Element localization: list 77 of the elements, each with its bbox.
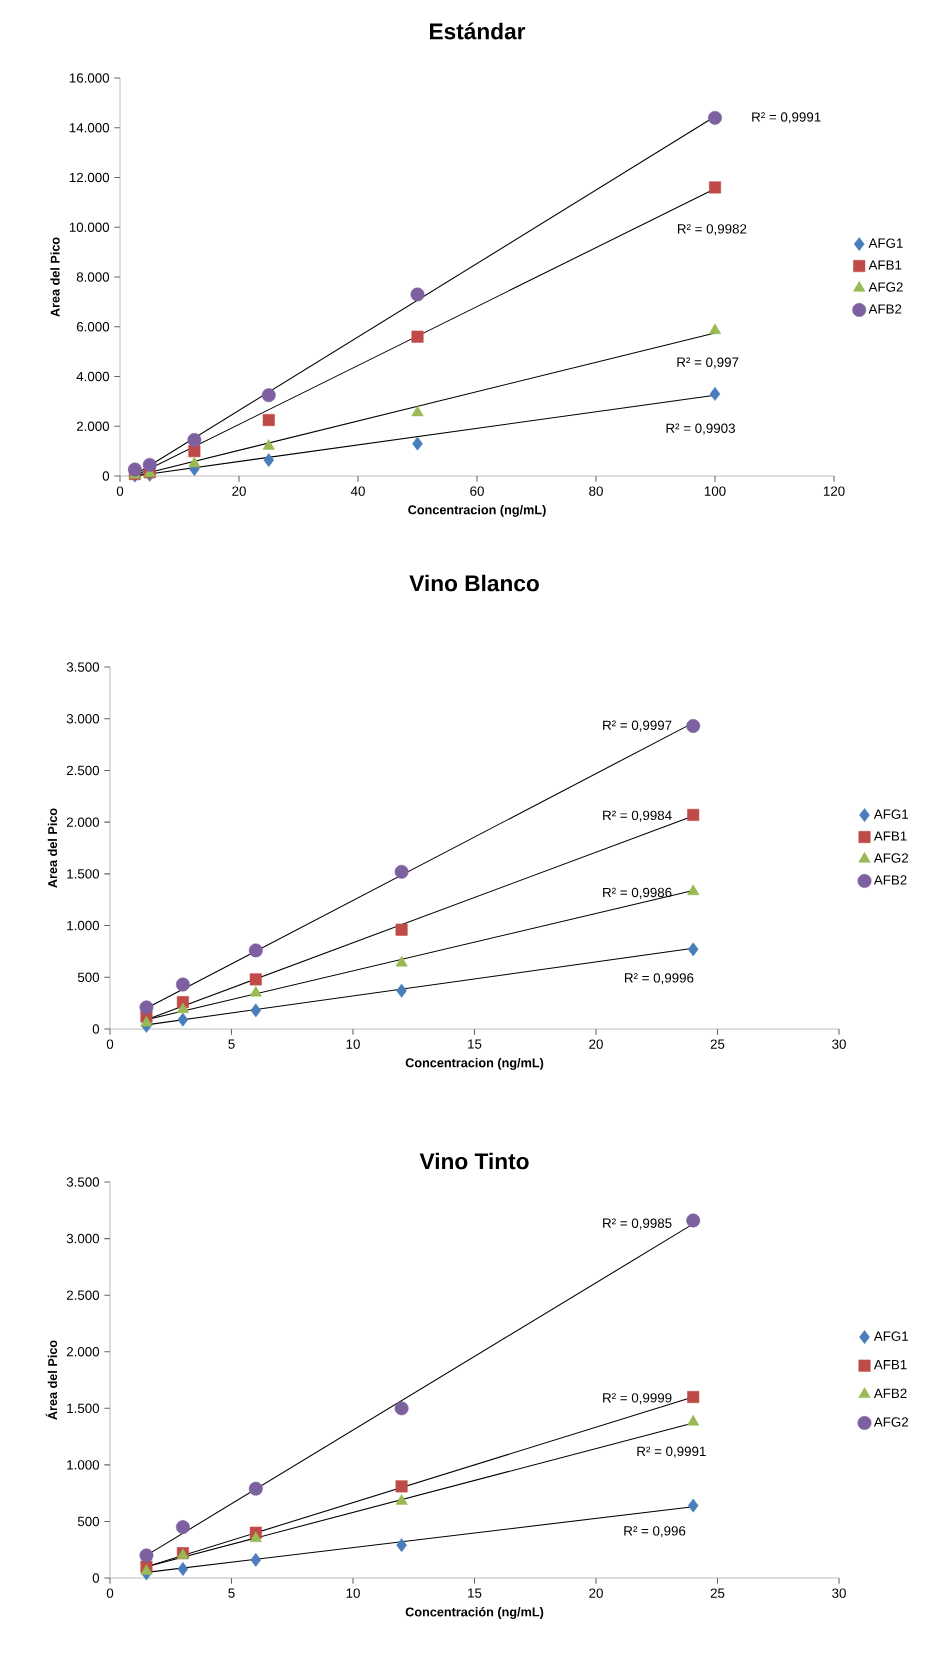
y-tick-label: 16.000 bbox=[69, 73, 110, 83]
annotation: R² = 0,9991 bbox=[752, 112, 821, 124]
x-tick-label: 10 bbox=[346, 1588, 360, 1598]
legend-label: AFB1 bbox=[873, 831, 907, 841]
annotation: R² = 0,9903 bbox=[666, 423, 735, 435]
y-axis-title: Área del Pico bbox=[45, 1340, 58, 1420]
y-tick-label: 2.000 bbox=[76, 421, 110, 431]
x-axis-title: Concentracion (ng/mL) bbox=[405, 1058, 544, 1070]
x-tick-label: 100 bbox=[704, 486, 726, 496]
y-tick-label: 2.000 bbox=[66, 1347, 100, 1357]
annotation: R² = 0,9991 bbox=[637, 1446, 706, 1458]
legend-label: AFB2 bbox=[873, 875, 907, 885]
y-tick-label: 1.000 bbox=[67, 1460, 100, 1470]
y-tick-label: 4.000 bbox=[76, 371, 110, 382]
x-tick-label: 5 bbox=[228, 1039, 235, 1049]
y-tick-label: 0 bbox=[92, 1573, 100, 1583]
x-tick-label: 60 bbox=[470, 486, 484, 496]
y-tick-label: 500 bbox=[77, 972, 100, 983]
legend-label: AFB1 bbox=[868, 260, 902, 270]
x-tick-label: 10 bbox=[346, 1039, 360, 1049]
y-tick-label: 0 bbox=[102, 471, 110, 481]
x-tick-label: 20 bbox=[232, 486, 246, 496]
legend-label: AFG2 bbox=[873, 1417, 909, 1427]
x-tick-label: 20 bbox=[589, 1039, 603, 1049]
y-tick-label: 1.000 bbox=[67, 920, 100, 931]
y-tick-label: 12.000 bbox=[69, 172, 110, 183]
y-tick-label: 2.500 bbox=[66, 765, 100, 776]
annotation: R² = 0,9985 bbox=[603, 1218, 672, 1230]
y-tick-label: 14.000 bbox=[69, 123, 110, 133]
x-tick-label: 15 bbox=[468, 1588, 482, 1598]
annotation: R² = 0,9997 bbox=[603, 720, 672, 732]
x-tick-label: 0 bbox=[116, 486, 124, 496]
legend-label: AFB2 bbox=[868, 304, 902, 314]
x-tick-label: 30 bbox=[832, 1039, 846, 1049]
legend-label: AFG1 bbox=[873, 1331, 909, 1341]
x-tick-label: 15 bbox=[468, 1039, 482, 1049]
legend-label: AFB2 bbox=[873, 1388, 907, 1398]
x-tick-label: 120 bbox=[823, 486, 845, 496]
x-tick-label: 25 bbox=[710, 1039, 725, 1049]
y-tick-label: 3.500 bbox=[66, 662, 100, 672]
y-tick-label: 1.500 bbox=[67, 1403, 100, 1414]
annotation: R² = 0,9984 bbox=[603, 810, 672, 822]
chart-title: Vino Tinto bbox=[419, 1152, 529, 1170]
legend-label: AFG2 bbox=[873, 853, 909, 863]
x-tick-label: 20 bbox=[589, 1588, 603, 1598]
y-tick-label: 3.000 bbox=[66, 1233, 100, 1244]
y-tick-label: 3.500 bbox=[66, 1177, 100, 1187]
y-tick-label: 6.000 bbox=[76, 322, 110, 332]
x-tick-label: 5 bbox=[228, 1588, 235, 1598]
legend-label: AFB1 bbox=[873, 1360, 907, 1370]
y-tick-label: 500 bbox=[77, 1516, 100, 1527]
x-tick-label: 40 bbox=[350, 486, 365, 496]
y-tick-label: 1.500 bbox=[67, 869, 100, 879]
y-axis-title: Area del Pico bbox=[47, 808, 58, 888]
y-tick-label: 2.500 bbox=[66, 1290, 100, 1300]
legend-label: AFG2 bbox=[868, 282, 903, 292]
chart-title: Estándar bbox=[430, 22, 526, 40]
annotation: R² = 0,9982 bbox=[677, 224, 747, 236]
annotation: R² = 0,9999 bbox=[603, 1393, 672, 1405]
y-tick-label: 10.000 bbox=[69, 222, 110, 232]
legend-label: AFG1 bbox=[873, 809, 909, 819]
legend-label: AFG1 bbox=[868, 238, 903, 248]
annotation: R² = 0,9986 bbox=[603, 887, 672, 899]
chart-title: Vino Blanco bbox=[409, 574, 539, 592]
x-tick-label: 30 bbox=[832, 1588, 846, 1598]
annotation: R² = 0,996 bbox=[624, 1526, 686, 1538]
x-axis-title: Concentración (ng/mL) bbox=[405, 1607, 544, 1619]
x-tick-label: 25 bbox=[710, 1588, 725, 1598]
x-tick-label: 80 bbox=[589, 486, 603, 496]
y-tick-label: 8.000 bbox=[76, 272, 110, 282]
annotation: R² = 0,997 bbox=[677, 357, 739, 369]
x-axis-title: Concentracion (ng/mL) bbox=[408, 505, 546, 517]
y-tick-label: 3.000 bbox=[66, 714, 100, 724]
y-tick-label: 0 bbox=[92, 1024, 100, 1034]
y-axis-title: Area del Pico bbox=[50, 237, 60, 317]
annotation: R² = 0,9996 bbox=[625, 973, 694, 985]
y-tick-label: 2.000 bbox=[66, 817, 100, 827]
